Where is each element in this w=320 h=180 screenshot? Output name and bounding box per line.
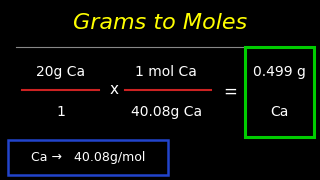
Text: Grams to Moles: Grams to Moles <box>73 13 247 33</box>
Text: 1: 1 <box>56 105 65 119</box>
Text: =: = <box>223 83 237 101</box>
FancyBboxPatch shape <box>245 47 314 137</box>
Text: 1 mol Ca: 1 mol Ca <box>135 65 197 79</box>
Text: Ca: Ca <box>270 105 288 119</box>
FancyBboxPatch shape <box>8 140 168 175</box>
Text: Ca →   40.08g/mol: Ca → 40.08g/mol <box>31 150 145 164</box>
Text: x: x <box>109 82 118 98</box>
Text: 20g Ca: 20g Ca <box>36 65 85 79</box>
Text: 0.499 g: 0.499 g <box>253 65 306 79</box>
Text: 40.08g Ca: 40.08g Ca <box>131 105 202 119</box>
